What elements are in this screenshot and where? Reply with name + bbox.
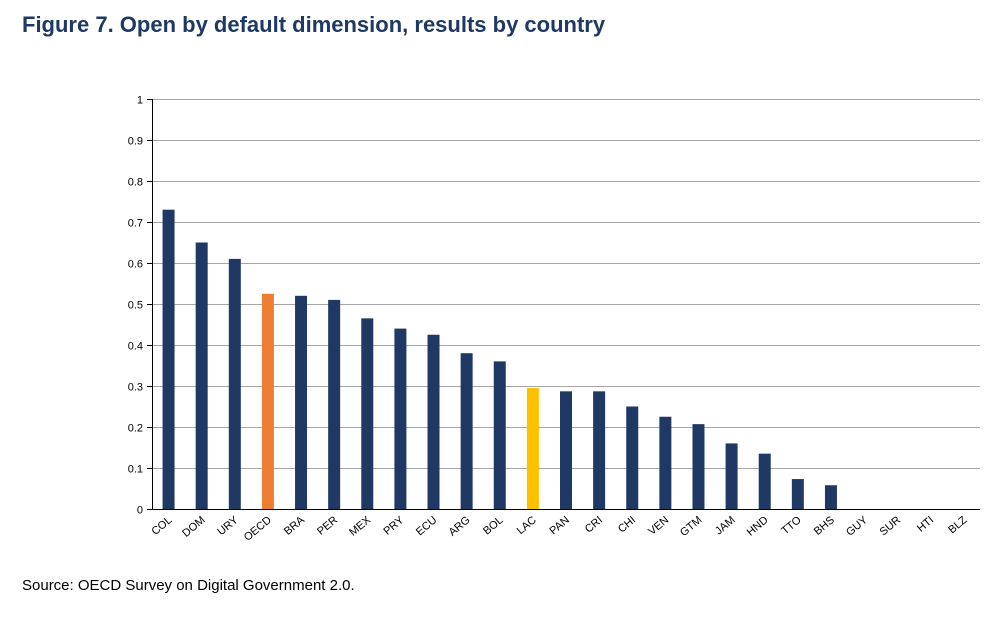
bar-ven <box>659 416 672 509</box>
figure-title: Figure 7. Open by default dimension, res… <box>22 12 606 37</box>
x-tick-label: COL <box>149 514 174 538</box>
bar-bhs <box>824 485 837 509</box>
x-tick-label: DOM <box>180 514 207 540</box>
y-tick-label: 0.7 <box>128 218 143 230</box>
x-tick-label: VEN <box>646 514 671 538</box>
bar-cri <box>593 391 606 509</box>
bar-bol <box>493 361 506 509</box>
y-tick-label: 0.8 <box>128 177 143 189</box>
bar-hnd <box>758 453 771 509</box>
bar-jam <box>725 443 738 509</box>
x-tick-label: SUR <box>878 514 904 538</box>
y-tick-label: 1 <box>137 95 143 107</box>
x-tick-label: CHI <box>616 514 638 535</box>
x-tick-label: BLZ <box>946 514 969 536</box>
bar-pry <box>394 328 407 509</box>
bar-oecd <box>261 293 274 509</box>
bar-lac <box>526 388 539 509</box>
bar-ecu <box>427 334 440 509</box>
y-tick-label: 0.9 <box>128 136 143 148</box>
x-tick-label: HTI <box>915 514 936 535</box>
bar-chi <box>626 406 639 509</box>
bar-dom <box>195 242 208 509</box>
x-tick-label: MEX <box>347 514 373 539</box>
x-tick-label: GUY <box>844 514 870 539</box>
x-tick-label: PRY <box>381 514 406 538</box>
y-tick-label: 0.3 <box>128 382 143 394</box>
x-tick-label: JAM <box>713 514 738 537</box>
x-tick-label: LAC <box>515 514 539 537</box>
bar-pan <box>560 391 572 509</box>
bar-mex <box>361 318 374 509</box>
bar-per <box>328 299 341 509</box>
y-tick-label: 0.6 <box>128 259 143 271</box>
x-tick-label: PAN <box>548 514 572 537</box>
x-tick-label: HND <box>745 514 771 539</box>
bar-gtm <box>692 424 705 509</box>
x-tick-label: CRI <box>583 514 605 535</box>
y-tick-label: 0 <box>137 505 143 517</box>
x-tick-label: URY <box>215 514 241 538</box>
bar-tto <box>791 479 804 509</box>
bar-arg <box>460 353 473 509</box>
y-tick-label: 0.5 <box>128 300 143 312</box>
y-tick-label: 0.1 <box>128 464 143 476</box>
x-tick-label: ECU <box>414 514 440 538</box>
x-tick-label: ARG <box>447 514 473 539</box>
bar-col <box>162 209 175 509</box>
x-tick-label: GTM <box>678 514 704 539</box>
y-tick-label: 0.2 <box>128 423 143 435</box>
x-tick-label: OECD <box>242 514 274 544</box>
source-note: Source: OECD Survey on Digital Governmen… <box>22 577 355 594</box>
bar-bra <box>295 295 308 509</box>
x-tick-label: PER <box>315 514 340 538</box>
x-tick-label: BRA <box>282 514 308 538</box>
bar-ury <box>228 258 241 509</box>
x-tick-label: BHS <box>812 514 837 538</box>
x-tick-label: BOL <box>481 514 506 537</box>
y-tick-label: 0.4 <box>128 341 143 353</box>
x-tick-label: TTO <box>779 514 804 537</box>
